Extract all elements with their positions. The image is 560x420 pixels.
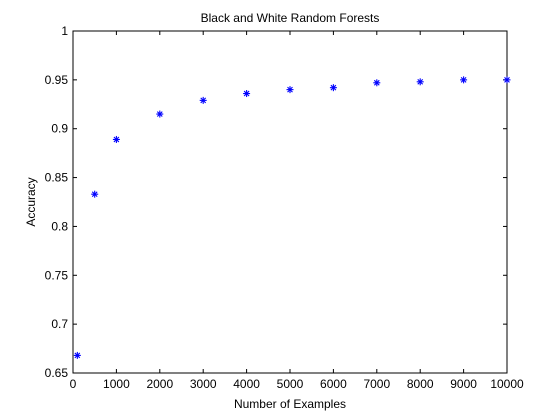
x-tick-label: 6000 — [320, 377, 347, 391]
data-point — [91, 190, 99, 198]
x-tick-label: 8000 — [407, 377, 434, 391]
x-axis-ticks: 0 1000 2000 3000 4000 5000 6000 7000 8000 9000 100… — [70, 31, 524, 391]
x-tick-label: 5000 — [277, 377, 304, 391]
y-tick-label: 0.65 — [45, 366, 69, 380]
y-tick-label: 1 — [61, 24, 68, 38]
data-points — [73, 76, 511, 359]
x-tick-label: 3000 — [190, 377, 217, 391]
data-point — [243, 90, 251, 98]
data-point — [503, 76, 511, 84]
y-tick-label: 0.8 — [51, 219, 68, 233]
y-tick-label: 0.9 — [51, 122, 68, 136]
x-tick-label: 0 — [70, 377, 77, 391]
y-tick-label: 0.7 — [51, 317, 68, 331]
x-tick-label: 1000 — [103, 377, 130, 391]
x-tick-label: 7000 — [363, 377, 390, 391]
x-axis-label: Number of Examples — [234, 397, 346, 411]
data-point — [73, 351, 81, 359]
plot-area — [72, 30, 508, 374]
y-tick-label: 0.95 — [45, 73, 69, 87]
data-point — [329, 84, 337, 92]
data-point — [373, 79, 381, 87]
x-tick-label: 2000 — [146, 377, 173, 391]
x-tick-label: 10000 — [490, 377, 524, 391]
data-point — [156, 110, 164, 118]
data-point — [286, 86, 294, 94]
data-point — [199, 96, 207, 104]
y-tick-label: 0.75 — [45, 268, 69, 282]
y-tick-label: 0.85 — [45, 171, 69, 185]
data-point — [416, 78, 424, 86]
x-tick-label: 4000 — [233, 377, 260, 391]
y-axis-ticks: 0.65 0.7 0.75 0.8 0.85 0.9 0.95 1 — [45, 24, 507, 380]
data-point — [460, 76, 468, 84]
data-point — [112, 135, 120, 143]
x-tick-label: 9000 — [450, 377, 477, 391]
y-axis-label: Accuracy — [24, 177, 38, 226]
chart-title: Black and White Random Forests — [201, 11, 380, 25]
